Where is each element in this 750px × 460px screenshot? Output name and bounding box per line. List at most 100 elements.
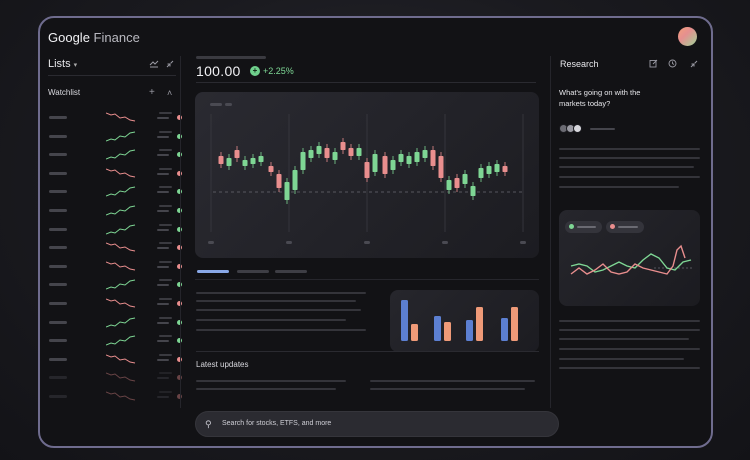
watchlist-row[interactable] bbox=[48, 130, 182, 143]
x-tick-label bbox=[286, 241, 292, 244]
price-placeholder bbox=[159, 316, 172, 319]
tab[interactable] bbox=[237, 270, 269, 273]
text-placeholder bbox=[559, 348, 700, 350]
watchlist-row[interactable] bbox=[48, 372, 182, 384]
share-icon[interactable] bbox=[149, 60, 159, 68]
watchlist-title[interactable]: Watchlist bbox=[48, 88, 81, 97]
x-tick-label bbox=[364, 241, 370, 244]
price-placeholder bbox=[159, 298, 172, 300]
research-title: Research bbox=[560, 59, 599, 69]
ticker-placeholder bbox=[49, 376, 67, 380]
watchlist-row[interactable] bbox=[48, 186, 182, 198]
tab-active[interactable] bbox=[197, 270, 229, 273]
price-placeholder bbox=[159, 223, 172, 226]
candle-body bbox=[364, 162, 370, 178]
candle-body bbox=[276, 174, 282, 188]
search-icon: ⚲ bbox=[205, 419, 212, 429]
candle-body bbox=[438, 156, 444, 178]
text-placeholder bbox=[196, 388, 336, 390]
text-placeholder bbox=[559, 367, 700, 369]
text-placeholder bbox=[559, 338, 689, 340]
history-icon[interactable] bbox=[668, 59, 677, 68]
candle-body bbox=[422, 150, 428, 158]
collapse-panel-icon[interactable] bbox=[690, 60, 698, 68]
watchlist-row[interactable] bbox=[48, 149, 182, 161]
x-axis-ticks bbox=[208, 241, 526, 244]
watchlist-row[interactable] bbox=[48, 242, 182, 254]
trend-dot bbox=[177, 133, 182, 139]
legend-pill-red[interactable] bbox=[606, 221, 644, 233]
text-placeholder bbox=[559, 358, 684, 360]
lists-divider bbox=[48, 75, 176, 76]
watchlist-row[interactable] bbox=[48, 279, 182, 291]
watchlist-row[interactable] bbox=[48, 112, 182, 124]
trend-dot bbox=[177, 301, 182, 306]
candle-body bbox=[502, 166, 508, 172]
research-question[interactable]: What's going on with the markets today? bbox=[559, 88, 641, 108]
sparkline bbox=[106, 354, 136, 364]
text-placeholder bbox=[370, 380, 535, 382]
lists-dropdown[interactable]: Lists ▾ bbox=[48, 58, 77, 70]
watchlist-row[interactable] bbox=[48, 353, 182, 366]
sparkline bbox=[106, 186, 136, 197]
candle-body bbox=[258, 156, 264, 162]
search-input[interactable]: Search for stocks, ETFS, and more bbox=[222, 420, 332, 427]
text-placeholder bbox=[196, 309, 361, 311]
trend-dot bbox=[177, 282, 182, 288]
watchlist-row[interactable] bbox=[48, 205, 182, 217]
candle-body bbox=[308, 150, 314, 158]
price-placeholder bbox=[159, 112, 172, 114]
watchlist-row[interactable] bbox=[48, 167, 182, 180]
watchlist-row[interactable] bbox=[48, 260, 182, 273]
change-placeholder bbox=[157, 247, 169, 250]
candle-body bbox=[316, 146, 322, 154]
ticker-placeholder bbox=[49, 320, 67, 324]
candle-body bbox=[348, 148, 354, 156]
avatar[interactable] bbox=[678, 27, 697, 46]
candlestick-chart-card[interactable] bbox=[195, 92, 539, 258]
chevron-up-icon[interactable]: ˄ bbox=[167, 88, 173, 98]
price-placeholder bbox=[159, 391, 172, 393]
add-icon[interactable]: + bbox=[149, 87, 155, 98]
legend-label-placeholder bbox=[577, 226, 596, 228]
sparkline bbox=[106, 391, 136, 401]
legend-pill-green[interactable] bbox=[565, 221, 602, 233]
text-placeholder bbox=[196, 300, 356, 302]
bar-orange bbox=[444, 322, 451, 341]
sparkline bbox=[106, 298, 136, 308]
candle-body bbox=[446, 180, 452, 190]
comparison-chart bbox=[570, 244, 693, 275]
ticker-placeholder bbox=[49, 116, 67, 119]
candle-body bbox=[292, 170, 298, 190]
bar-chart-card[interactable] bbox=[390, 290, 539, 352]
watchlist-row[interactable] bbox=[48, 223, 182, 236]
watchlist-row[interactable] bbox=[48, 316, 182, 329]
candle-body bbox=[268, 166, 274, 172]
trend-dot bbox=[177, 245, 182, 251]
search-bar[interactable]: ⚲ Search for stocks, ETFS, and more bbox=[195, 411, 559, 437]
watchlist-row[interactable] bbox=[48, 298, 182, 310]
text-placeholder bbox=[196, 319, 346, 321]
trend-dot bbox=[177, 375, 182, 381]
google-finance-logo[interactable]: Google Finance bbox=[48, 30, 140, 45]
trend-dot bbox=[177, 189, 182, 195]
arrow-up-icon: + bbox=[250, 66, 260, 76]
text-placeholder bbox=[559, 320, 700, 322]
candles bbox=[218, 138, 508, 204]
candle-body bbox=[218, 156, 224, 164]
candle-body bbox=[242, 160, 248, 166]
series-line-red bbox=[570, 244, 686, 275]
change-placeholder bbox=[157, 191, 169, 194]
price-placeholder bbox=[159, 353, 172, 356]
tab[interactable] bbox=[275, 270, 307, 273]
legend-dot bbox=[610, 224, 615, 229]
watchlist-row[interactable] bbox=[48, 391, 182, 403]
candle-body bbox=[414, 152, 420, 162]
watchlist-row[interactable] bbox=[48, 335, 182, 347]
change-placeholder bbox=[157, 210, 169, 212]
candle-body bbox=[486, 166, 492, 174]
collapse-panel-icon[interactable] bbox=[166, 60, 174, 68]
edit-icon[interactable] bbox=[649, 59, 658, 68]
candle-body bbox=[454, 178, 460, 188]
trend-dot bbox=[177, 319, 182, 325]
